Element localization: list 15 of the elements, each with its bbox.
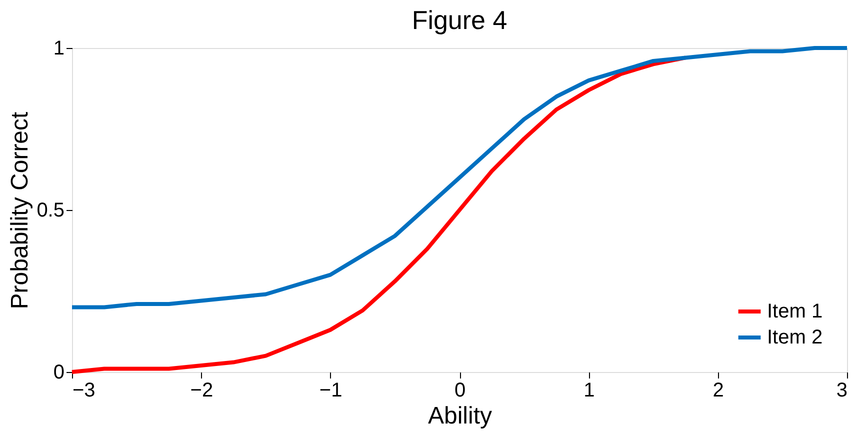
x-tick-label: 2 [712,380,724,402]
y-tick-label: 1 [53,38,64,60]
legend-label: Item 1 [767,300,823,322]
x-tick-label: 1 [584,380,595,402]
y-axis-title: Probability Correct [6,111,34,310]
x-tick-label: −1 [319,380,342,402]
x-tick-label: 3 [836,380,848,402]
x-axis-title: Ability [428,402,492,430]
chart-title: Figure 4 [412,5,508,35]
legend-label: Item 2 [767,326,823,348]
y-tick-label: 0.5 [36,200,64,222]
y-tick-label: 0 [53,362,64,384]
x-tick-label: −3 [72,380,96,402]
x-tick-label: −2 [190,380,214,402]
x-tick-label: 0 [454,380,466,402]
